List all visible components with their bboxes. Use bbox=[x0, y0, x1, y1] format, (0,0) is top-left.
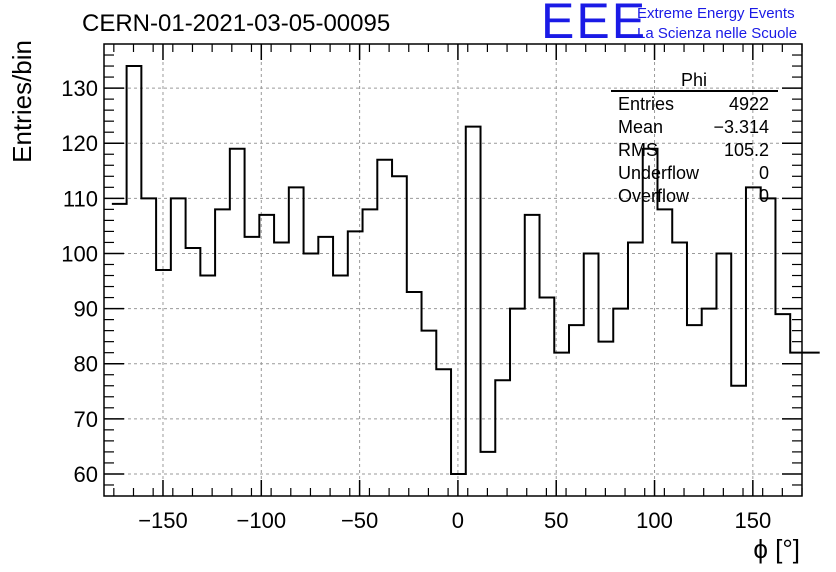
stats-box: Phi Entries 4922 Mean −3.314 RMS 105.2 Underfl… bbox=[611, 70, 778, 206]
y-axis-title: Entries/bin bbox=[7, 40, 37, 163]
stats-label: Mean bbox=[618, 117, 663, 137]
x-tick-label: 50 bbox=[544, 508, 568, 533]
stats-value: 4922 bbox=[729, 94, 769, 114]
stats-label: Overflow bbox=[618, 186, 690, 206]
x-axis-title: ϕ [°] bbox=[753, 534, 800, 564]
stats-label: RMS bbox=[618, 140, 658, 160]
y-tick-label: 120 bbox=[61, 131, 98, 156]
axis-ticks bbox=[104, 44, 803, 496]
x-tick-labels: −150 −100 −50 0 50 100 150 bbox=[138, 508, 771, 533]
y-tick-label: 70 bbox=[74, 407, 98, 432]
stats-label: Entries bbox=[618, 94, 674, 114]
y-tick-label: 110 bbox=[63, 186, 98, 211]
stats-value: 0 bbox=[759, 186, 769, 206]
x-tick-label: −50 bbox=[341, 508, 378, 533]
eee-logo: EEE bbox=[541, 0, 648, 49]
y-tick-label: 60 bbox=[74, 462, 98, 487]
histogram-step-line bbox=[111, 65, 820, 475]
stats-value: 105.2 bbox=[724, 140, 769, 160]
stats-title: Phi bbox=[681, 70, 707, 90]
y-tick-label: 100 bbox=[61, 241, 98, 266]
grid-lines bbox=[104, 44, 802, 496]
stats-value: 0 bbox=[759, 163, 769, 183]
x-tick-label: 150 bbox=[734, 508, 771, 533]
y-tick-label: 90 bbox=[74, 297, 98, 322]
stats-rows: Entries 4922 Mean −3.314 RMS 105.2 Underflow 0 O… bbox=[618, 94, 769, 206]
x-tick-label: −100 bbox=[237, 508, 287, 533]
x-tick-label: 100 bbox=[636, 508, 673, 533]
y-tick-label: 130 bbox=[61, 76, 98, 101]
logo-line-2: La Scienza nelle Scuole bbox=[637, 25, 798, 42]
y-tick-labels: 60 70 80 90 100 110 120 130 bbox=[61, 76, 98, 487]
stats-value: −3.314 bbox=[713, 117, 769, 137]
logo-subtitle: Extreme Energy Events La Scienza nelle S… bbox=[637, 4, 797, 44]
x-tick-label: 0 bbox=[452, 508, 464, 533]
x-tick-label: −150 bbox=[138, 508, 188, 533]
chart-title: CERN-01-2021-03-05-00095 bbox=[82, 10, 391, 37]
stats-label: Underflow bbox=[618, 163, 700, 183]
y-tick-label: 80 bbox=[74, 352, 98, 377]
plot-frame bbox=[103, 43, 803, 497]
logo-line-1: Extreme Energy Events bbox=[637, 5, 795, 22]
